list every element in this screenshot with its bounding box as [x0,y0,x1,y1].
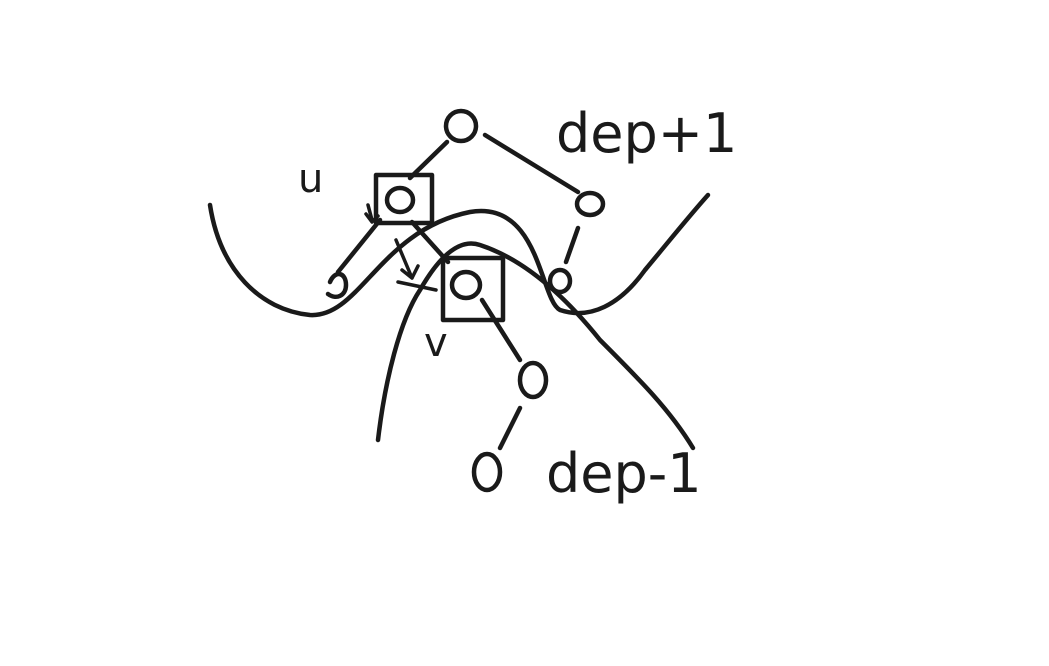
dep-plus-curve [207,192,711,318]
label-u: u [298,156,323,202]
node-lower-right [517,360,549,400]
edge-u-v [409,219,451,265]
dep-minus-curve [375,241,696,451]
edge-right-middle [563,225,581,265]
edge-top-right [482,132,581,195]
node-left-child [325,271,349,299]
label-dep-minus: dep-1 [546,442,702,505]
label-dep-plus: dep+1 [556,102,737,165]
arrow-u-to-v [394,238,420,280]
arrow-into-v [396,280,438,292]
node-u [384,185,416,215]
label-v: v [424,320,448,366]
edge-lowerright-bottom [497,405,523,451]
edge-u-leftchild [335,217,383,275]
node-right-upper [574,190,606,218]
node-bottom [471,451,503,493]
node-u-box [373,172,435,226]
node-v [449,269,483,301]
edge-v-lowerright [479,297,523,363]
node-top [443,108,479,144]
node-v-box [440,255,506,323]
edge-top-u [407,139,450,181]
node-right-middle [547,267,573,295]
